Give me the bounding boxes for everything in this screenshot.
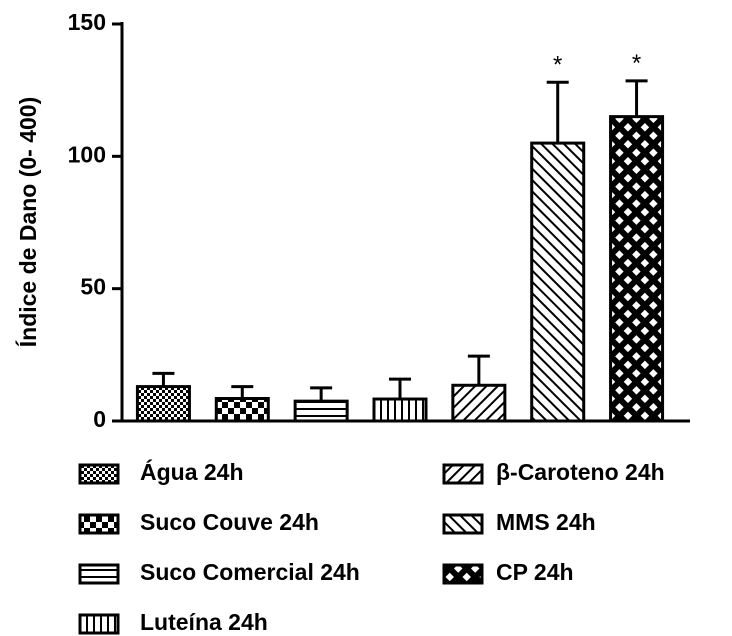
legend-swatch (442, 513, 484, 535)
legend-label: MMS 24h (496, 509, 596, 535)
legend-label: Suco Couve 24h (140, 509, 319, 535)
bar (135, 385, 191, 423)
legend-swatch (78, 613, 120, 635)
bar (530, 141, 586, 423)
y-tick-label: 150 (68, 9, 106, 35)
y-tick-label: 50 (80, 274, 106, 300)
y-axis-label: Índice de Dano (0- 400) (14, 97, 41, 348)
legend-label: CP 24h (496, 559, 574, 585)
bar (372, 397, 428, 423)
legend-swatch (78, 463, 120, 485)
y-tick-label: 0 (93, 406, 106, 432)
legend-swatch (78, 513, 120, 535)
legend-swatch (442, 563, 484, 585)
legend-swatch (78, 563, 120, 585)
legend-label: Luteína 24h (140, 609, 268, 635)
significance-marker: * (553, 52, 562, 79)
legend-label: Suco Comercial 24h (140, 559, 360, 585)
bar (293, 399, 349, 423)
significance-marker: * (632, 50, 641, 77)
legend-swatch (442, 463, 484, 485)
bar (214, 397, 270, 423)
y-tick-label: 100 (68, 141, 106, 167)
legend-label: Água 24h (140, 458, 244, 485)
bar (451, 383, 507, 423)
legend-label: β-Caroteno 24h (496, 459, 665, 485)
bar (609, 115, 665, 423)
